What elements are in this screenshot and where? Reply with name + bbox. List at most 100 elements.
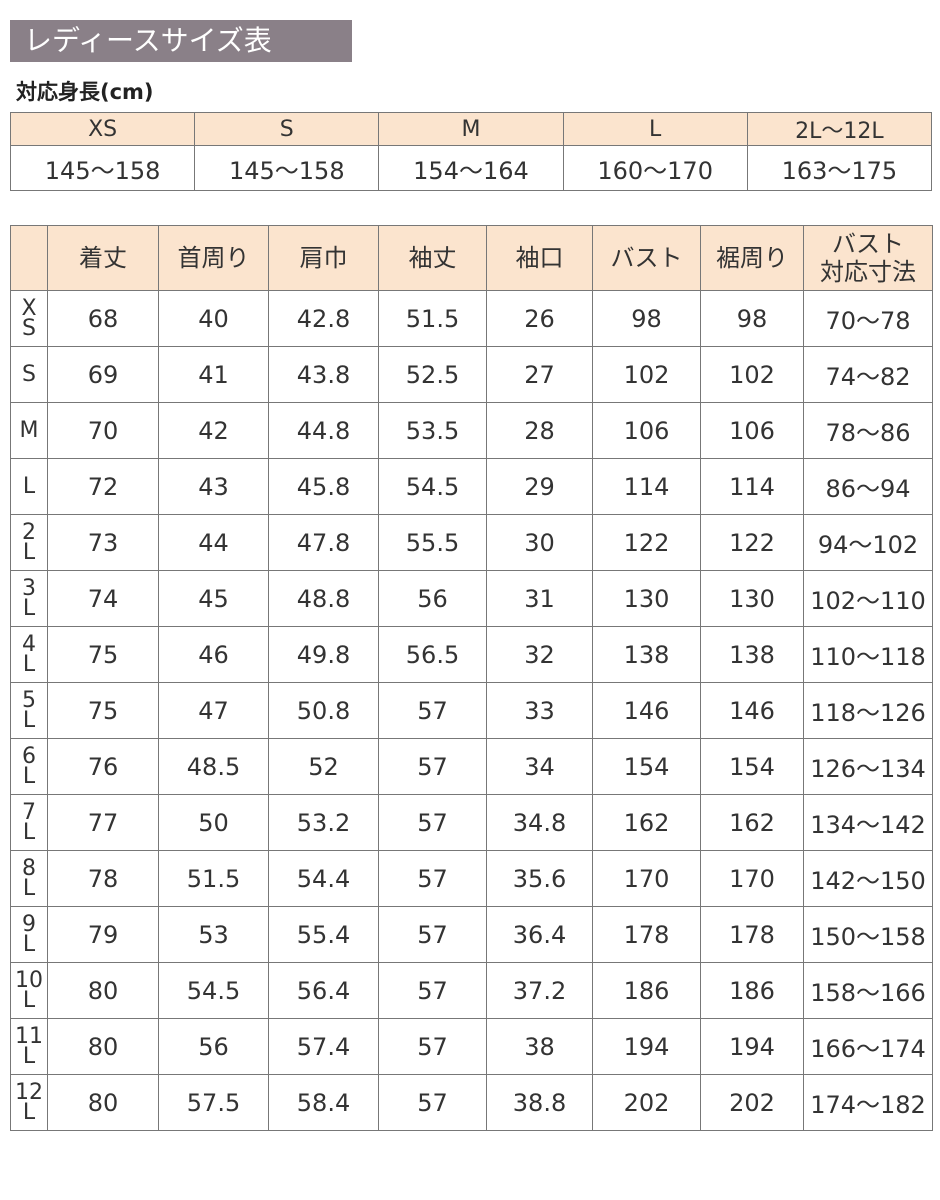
measure-cell: 57 — [378, 794, 487, 851]
measure-cell: 138 — [700, 626, 804, 683]
measure-cell: 77 — [47, 794, 159, 851]
size-row: M 70 42 44.8 53.5 28 106 106 78〜86 — [10, 402, 933, 459]
measure-cell: 126〜134 — [803, 738, 933, 795]
size-row: L 72 43 45.8 54.5 29 114 114 86〜94 — [10, 458, 933, 515]
measure-cell: 50 — [158, 794, 269, 851]
column-header: バスト 対応寸法 — [803, 225, 933, 291]
measure-cell: 73 — [47, 514, 159, 571]
height-range: 154〜164 — [378, 145, 564, 191]
measure-cell: 178 — [592, 906, 701, 963]
measure-cell: 102〜110 — [803, 570, 933, 627]
measure-cell: 56.5 — [378, 626, 487, 683]
measure-cell: 44 — [158, 514, 269, 571]
measure-cell: 36.4 — [486, 906, 593, 963]
size-row: 12 L 80 57.5 58.4 57 38.8 202 202 174〜182 — [10, 1074, 933, 1131]
measure-cell: 170 — [700, 850, 804, 907]
size-row: X S 68 40 42.8 51.5 26 98 98 70〜78 — [10, 290, 933, 347]
measure-cell: 70 — [47, 402, 159, 459]
measure-cell: 32 — [486, 626, 593, 683]
size-label: 10 L — [10, 962, 48, 1019]
measure-cell: 80 — [47, 1074, 159, 1131]
column-header: 裾周り — [700, 225, 804, 291]
measure-cell: 162 — [592, 794, 701, 851]
measure-cell: 53 — [158, 906, 269, 963]
measure-cell: 29 — [486, 458, 593, 515]
measure-cell: 57 — [378, 1074, 487, 1131]
measure-cell: 57.4 — [268, 1018, 379, 1075]
measure-cell: 86〜94 — [803, 458, 933, 515]
measure-cell: 114 — [700, 458, 804, 515]
measure-cell: 43.8 — [268, 346, 379, 403]
size-table: 着丈 首周り 肩巾 袖丈 袖口 バスト 裾周り バスト 対応寸法 X S 68 40 42.8 51.5 2… — [10, 225, 933, 1131]
measure-cell: 42.8 — [268, 290, 379, 347]
measure-cell: 122 — [592, 514, 701, 571]
measure-cell: 57 — [378, 682, 487, 739]
size-row: 3 L 74 45 48.8 56 31 130 130 102〜110 — [10, 570, 933, 627]
height-range: 145〜158 — [9, 145, 196, 191]
measure-cell: 45.8 — [268, 458, 379, 515]
size-row: 4 L 75 46 49.8 56.5 32 138 138 110〜118 — [10, 626, 933, 683]
size-row: 9 L 79 53 55.4 57 36.4 178 178 150〜158 — [10, 906, 933, 963]
column-header: 着丈 — [47, 225, 159, 291]
measure-cell: 51.5 — [378, 290, 487, 347]
measure-cell: 186 — [700, 962, 804, 1019]
measure-cell: 142〜150 — [803, 850, 933, 907]
measure-cell: 57 — [378, 906, 487, 963]
measure-cell: 54.4 — [268, 850, 379, 907]
height-range: 145〜158 — [194, 145, 380, 191]
measure-cell: 54.5 — [158, 962, 269, 1019]
size-row: 2 L 73 44 47.8 55.5 30 122 122 94〜102 — [10, 514, 933, 571]
measure-cell: 54.5 — [378, 458, 487, 515]
measure-cell: 110〜118 — [803, 626, 933, 683]
measure-cell: 154 — [592, 738, 701, 795]
measure-cell: 80 — [47, 962, 159, 1019]
measure-cell: 150〜158 — [803, 906, 933, 963]
measure-cell: 50.8 — [268, 682, 379, 739]
column-header: 首周り — [158, 225, 269, 291]
measure-cell: 38.8 — [486, 1074, 593, 1131]
measure-cell: 174〜182 — [803, 1074, 933, 1131]
measure-cell: 43 — [158, 458, 269, 515]
measure-cell: 28 — [486, 402, 593, 459]
measure-cell: 37.2 — [486, 962, 593, 1019]
size-label: S — [10, 346, 48, 403]
measure-cell: 33 — [486, 682, 593, 739]
measure-cell: 74 — [47, 570, 159, 627]
measure-cell: 38 — [486, 1018, 593, 1075]
measure-cell: 130 — [592, 570, 701, 627]
page-title: レディースサイズ表 — [10, 20, 352, 62]
size-header: L — [562, 112, 748, 146]
measure-cell: 51.5 — [158, 850, 269, 907]
height-table: XS S M L 2L〜12L 145〜158 145〜158 154〜164 160〜170 1… — [9, 112, 933, 191]
size-row: 11 L 80 56 57.4 57 38 194 194 166〜174 — [10, 1018, 933, 1075]
measure-cell: 102 — [700, 346, 804, 403]
measure-cell: 41 — [158, 346, 269, 403]
size-label: 11 L — [10, 1018, 48, 1075]
measure-cell: 57 — [378, 1018, 487, 1075]
measure-cell: 27 — [486, 346, 593, 403]
size-header: 2L〜12L — [746, 112, 933, 146]
measure-cell: 30 — [486, 514, 593, 571]
measure-cell: 42 — [158, 402, 269, 459]
measure-cell: 122 — [700, 514, 804, 571]
size-label: L — [10, 458, 48, 515]
measure-cell: 166〜174 — [803, 1018, 933, 1075]
measure-cell: 48.8 — [268, 570, 379, 627]
measure-cell: 68 — [47, 290, 159, 347]
measure-cell: 57.5 — [158, 1074, 269, 1131]
size-row: 10 L 80 54.5 56.4 57 37.2 186 186 158〜166 — [10, 962, 933, 1019]
measure-cell: 98 — [592, 290, 701, 347]
measure-cell: 49.8 — [268, 626, 379, 683]
measure-cell: 170 — [592, 850, 701, 907]
size-header: S — [194, 112, 380, 146]
measure-cell: 40 — [158, 290, 269, 347]
measure-cell: 48.5 — [158, 738, 269, 795]
measure-cell: 47 — [158, 682, 269, 739]
measure-cell: 118〜126 — [803, 682, 933, 739]
